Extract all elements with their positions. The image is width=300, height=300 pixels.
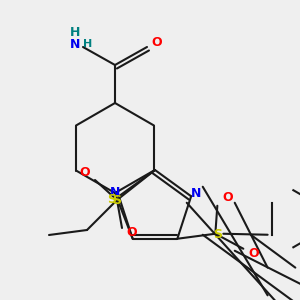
Text: H: H: [70, 26, 80, 40]
Text: N: N: [110, 187, 120, 200]
Text: O: O: [222, 191, 232, 204]
Text: O: O: [80, 166, 90, 178]
Text: H: H: [83, 39, 93, 49]
Text: S: S: [213, 228, 222, 241]
Text: O: O: [127, 226, 137, 239]
Text: O: O: [248, 247, 259, 260]
Text: N: N: [70, 38, 80, 50]
Text: S: S: [107, 193, 116, 206]
Text: S: S: [112, 194, 122, 206]
Text: O: O: [152, 35, 162, 49]
Text: N: N: [191, 187, 201, 200]
